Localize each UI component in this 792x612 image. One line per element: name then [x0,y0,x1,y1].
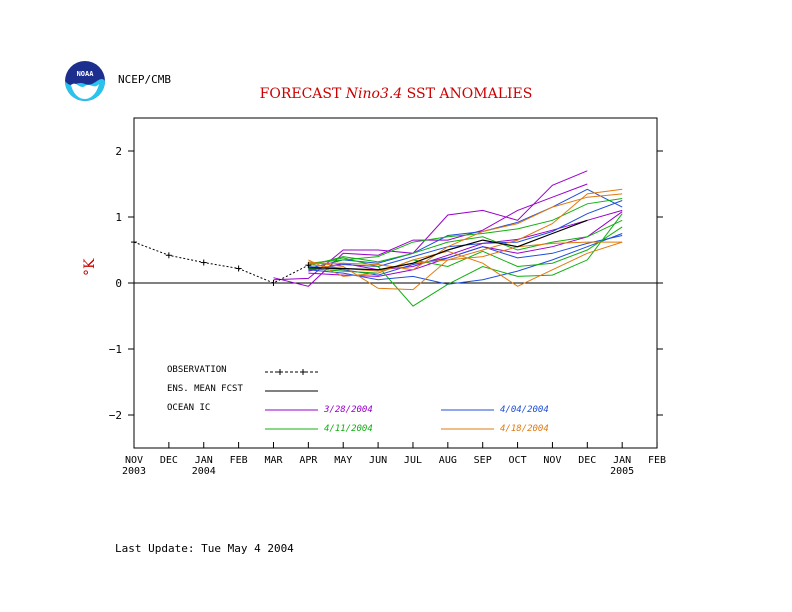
title-suffix: SST ANOMALIES [402,86,533,102]
member-series-line [308,226,623,274]
org-label: NCEP/CMB [118,73,171,86]
observation-line [133,241,309,284]
member-series-line [308,213,623,307]
member-series-line [308,198,623,264]
x-tick-month: FEB [648,455,666,466]
member-series-line [308,193,623,271]
ens-mean-line [308,219,588,271]
member-series-line [308,188,623,269]
observation-series [131,239,312,286]
x-tick-month: JUL [404,455,422,466]
legend-ic-4-18-label: 4/18/2004 [500,424,549,434]
member-series-line [308,241,623,287]
legend-ens-mean-label: ENS. MEAN FCST [167,384,243,394]
x-tick-month: NOV [125,455,143,466]
member-series-line [308,188,623,291]
noaa-logo-icon: NOAA [65,61,105,101]
chart-title: FORECAST Nino3.4 SST ANOMALIES [0,86,792,102]
x-tick-month: APR [299,455,318,466]
x-tick-month: JAN [195,455,213,466]
noaa-logo-text: NOAA [77,70,95,78]
legend-observation-label: OBSERVATION [167,365,227,375]
y-axis-label: °K [82,258,98,276]
legend-ocean-ic-label: OCEAN IC [167,403,210,413]
x-tick-month: MAR [264,455,283,466]
x-tick-month: JUN [369,455,387,466]
x-tick-month: FEB [230,455,248,466]
x-tick-month: SEP [474,455,492,466]
legend: OBSERVATION ENS. MEAN FCST OCEAN IC 3/28… [167,365,549,434]
member-series-line [308,241,623,272]
y-tick-label: −2 [109,409,122,422]
y-tick-label: 2 [115,145,122,158]
x-tick-year: 2003 [122,466,146,477]
y-tick-label: −1 [109,343,122,356]
x-tick-month: MAY [334,455,352,466]
member-series-line [308,211,623,277]
legend-ic-4-04-label: 4/04/2004 [500,405,549,415]
legend-ic-4-11-label: 4/11/2004 [324,424,373,434]
member-series-line [308,233,623,285]
x-tick-month: NOV [543,455,561,466]
y-tick-label: 0 [115,277,122,290]
ensemble-members [273,170,623,307]
x-tick-month: DEC [160,455,178,466]
title-prefix: FORECAST [259,86,346,102]
x-tick-month: DEC [578,455,596,466]
legend-ic-3-28-label: 3/28/2004 [323,405,373,415]
x-tick-month: OCT [509,455,527,466]
x-tick-year: 2005 [610,466,634,477]
x-tick-month: JAN [613,455,631,466]
member-series-line [308,209,623,272]
x-tick-month: AUG [439,455,457,466]
last-update: Last Update: Tue May 4 2004 [115,542,294,555]
y-tick-label: 1 [115,211,122,224]
title-italic: Nino3.4 [345,86,403,102]
x-tick-year: 2004 [192,466,216,477]
ensemble-mean-series [308,219,588,271]
y-axis-ticks: −2 −1 0 1 2 [109,145,663,422]
